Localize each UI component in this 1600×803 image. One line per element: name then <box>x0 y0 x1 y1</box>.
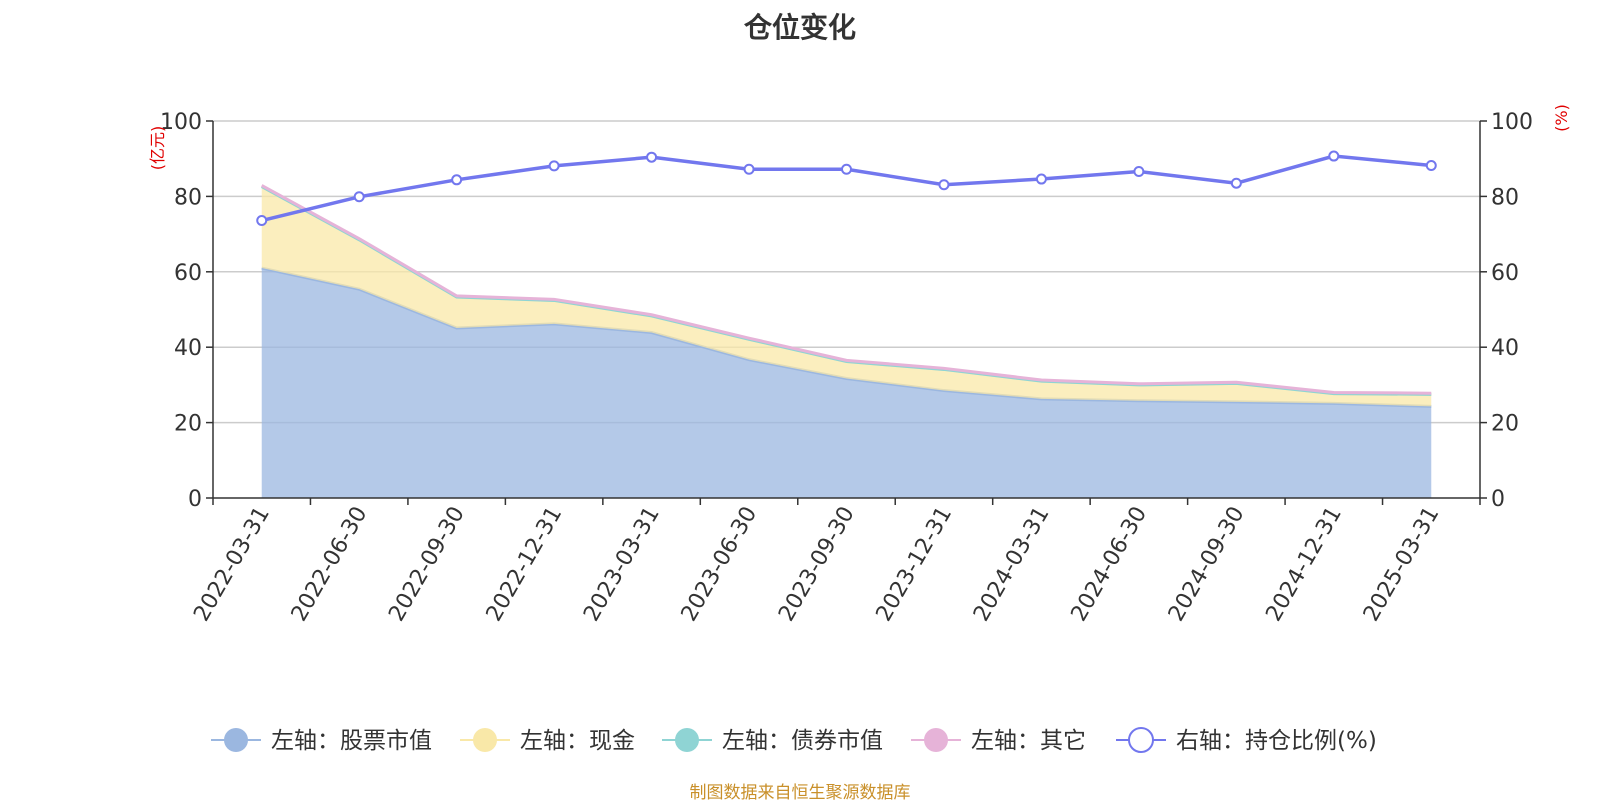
data-source-note: 制图数据来自恒生聚源数据库 <box>689 783 911 803</box>
ratio-point <box>1425 159 1437 171</box>
area-左轴：股票市值 <box>261 268 1432 498</box>
x-tick-label: 2022-12-31 <box>482 503 568 626</box>
left-axis-unit: (亿元) <box>148 126 167 171</box>
left-tick-label: 100 <box>160 110 202 135</box>
right-tick-label: 80 <box>1491 185 1519 210</box>
right-tick-label: 20 <box>1491 412 1519 437</box>
x-tick-label: 2022-06-30 <box>287 503 373 626</box>
x-tick-label: 2024-03-31 <box>969 503 1055 626</box>
legend-label: 右轴：持仓比例(%) <box>1176 728 1377 754</box>
ratio-point <box>938 179 950 191</box>
chart-title: 仓位变化 <box>743 11 856 44</box>
right-tick-label: 0 <box>1491 487 1505 512</box>
x-tick-label: 2023-03-31 <box>579 503 665 626</box>
x-tick-label: 2023-06-30 <box>677 503 763 626</box>
right-tick-label: 60 <box>1491 261 1519 286</box>
legend-marker <box>924 728 948 752</box>
x-tick-label: 2023-12-31 <box>872 503 958 626</box>
area-series <box>261 184 1432 498</box>
x-tick-label: 2025-03-31 <box>1359 503 1445 626</box>
legend-label: 左轴：其它 <box>971 728 1086 754</box>
ratio-line <box>256 150 1437 227</box>
ratio-point <box>1035 173 1047 185</box>
ratio-point <box>548 160 560 172</box>
x-tick-label: 2024-09-30 <box>1164 503 1250 626</box>
ratio-point <box>646 151 658 163</box>
left-tick-label: 40 <box>174 336 202 361</box>
legend-label: 左轴：债券市值 <box>722 728 883 754</box>
x-tick-label: 2022-03-31 <box>189 503 275 626</box>
left-tick-label: 60 <box>174 261 202 286</box>
legend-marker <box>473 728 497 752</box>
ratio-point <box>256 215 268 227</box>
left-tick-label: 0 <box>188 487 202 512</box>
right-tick-label: 40 <box>1491 336 1519 361</box>
legend: 左轴：股票市值 左轴：现金 左轴：债券市值 左轴：其它 右轴：持仓比例(%) <box>211 727 1377 754</box>
ratio-point <box>1328 150 1340 162</box>
ratio-point <box>353 191 365 203</box>
ratio-point <box>841 163 852 175</box>
legend-label: 左轴：股票市值 <box>271 728 432 754</box>
ratio-point <box>743 163 755 175</box>
x-tick-label: 2022-09-30 <box>384 503 470 626</box>
legend-marker <box>675 728 699 752</box>
ratio-point <box>1133 166 1145 178</box>
right-axis-unit: (%) <box>1552 104 1571 132</box>
left-tick-label: 20 <box>174 412 202 437</box>
area-edge-左轴：其它 <box>261 184 1432 395</box>
left-tick-label: 80 <box>174 185 202 210</box>
x-tick-label: 2024-06-30 <box>1067 503 1153 626</box>
legend-marker <box>224 728 248 752</box>
legend-label: 左轴：现金 <box>520 728 635 754</box>
ratio-point <box>451 174 463 186</box>
x-tick-label: 2024-12-31 <box>1261 503 1347 626</box>
x-tick-label: 2023-09-30 <box>774 503 860 626</box>
right-tick-label: 100 <box>1491 110 1533 135</box>
ratio-point <box>1230 177 1242 189</box>
legend-marker <box>1128 727 1154 753</box>
